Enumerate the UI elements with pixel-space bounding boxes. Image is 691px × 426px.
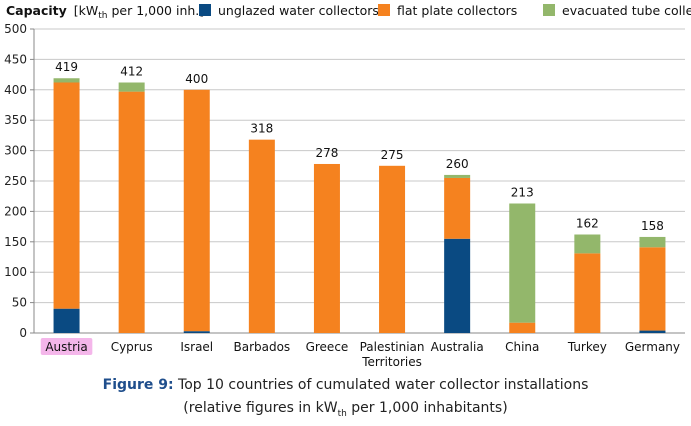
category-label: Palestinian Territories bbox=[360, 340, 425, 369]
y-axis-label-bold: Capacity bbox=[6, 3, 67, 18]
category-label: Austria bbox=[45, 340, 87, 354]
y-axis-label-unit-post: per 1,000 inh.] bbox=[108, 3, 205, 18]
y-tick-label: 150 bbox=[4, 235, 27, 249]
bar-segment bbox=[444, 177, 471, 239]
y-tick-label: 500 bbox=[4, 22, 27, 36]
bar-segment bbox=[509, 322, 536, 333]
category-labels: Austria Cyprus Israel Barbados Greece Palesti… bbox=[40, 338, 680, 369]
bar-segment bbox=[639, 247, 666, 331]
bar-segment bbox=[183, 331, 210, 333]
bar-segment bbox=[444, 174, 471, 178]
bar-segment bbox=[574, 234, 601, 254]
y-tick-label: 450 bbox=[4, 52, 27, 66]
bar-segment bbox=[118, 91, 145, 334]
bar-segment bbox=[118, 82, 145, 92]
y-tick-label: 400 bbox=[4, 83, 27, 97]
total-label: 419 bbox=[55, 60, 78, 74]
total-label: 400 bbox=[185, 72, 208, 86]
legend-swatch-1 bbox=[378, 4, 390, 16]
category-label: Germany bbox=[625, 340, 680, 354]
figure-caption-line2: (relative figures in kWth per 1,000 inha… bbox=[0, 400, 691, 419]
category-label: Greece bbox=[306, 340, 349, 354]
stacked-bar-chart: Capacity [kWth per 1,000 inh.] unglazed … bbox=[4, 3, 691, 369]
legend-swatch-0 bbox=[199, 4, 211, 16]
figure-label: Figure 9: bbox=[102, 377, 174, 393]
category-label: Cyprus bbox=[111, 340, 153, 354]
caption-line2-sub: th bbox=[337, 408, 347, 419]
y-axis-label: Capacity [kWth per 1,000 inh.] bbox=[6, 3, 204, 21]
category-label: Israel bbox=[180, 340, 213, 354]
y-tick-label: 200 bbox=[4, 204, 27, 218]
bar-segment bbox=[574, 253, 601, 333]
y-axis-label-unit-pre: [kW bbox=[74, 3, 98, 18]
bar-segment bbox=[248, 139, 275, 333]
bar-segment bbox=[53, 82, 80, 309]
y-tick-label: 250 bbox=[4, 174, 27, 188]
figure-caption-line1: Figure 9: Top 10 countries of cumulated … bbox=[0, 377, 691, 393]
bar-segment bbox=[444, 238, 471, 333]
bar-segment bbox=[639, 330, 666, 333]
total-label: 412 bbox=[120, 65, 143, 79]
bar-segment bbox=[313, 163, 340, 333]
y-tick-label: 100 bbox=[4, 265, 27, 279]
total-label: 275 bbox=[381, 148, 404, 162]
chart-legend: Capacity [kWth per 1,000 inh.] unglazed … bbox=[6, 3, 691, 21]
legend-label-0: unglazed water collectors bbox=[218, 3, 379, 18]
bar-segment bbox=[509, 203, 536, 323]
bar-segment bbox=[183, 89, 210, 332]
legend-swatch-2 bbox=[543, 4, 555, 16]
legend-label-2: evacuated tube collectors bbox=[562, 3, 691, 18]
category-label: Australia bbox=[431, 340, 484, 354]
y-tick-label: 350 bbox=[4, 113, 27, 127]
category-label: China bbox=[505, 340, 539, 354]
bar-segment bbox=[53, 78, 80, 83]
caption-line2-pre: (relative figures in kW bbox=[183, 400, 338, 416]
total-label: 158 bbox=[641, 219, 664, 233]
bars bbox=[53, 78, 666, 334]
y-tick-label: 50 bbox=[12, 296, 27, 310]
category-label: Barbados bbox=[233, 340, 290, 354]
bar-segment bbox=[53, 308, 80, 333]
category-label: Turkey bbox=[567, 340, 607, 354]
total-labels: 419 412 400 318 278 275 260 213 162 158 bbox=[55, 60, 664, 233]
category-highlight bbox=[40, 338, 93, 355]
bar-segment bbox=[379, 165, 406, 333]
total-label: 318 bbox=[250, 122, 273, 136]
total-label: 260 bbox=[446, 157, 469, 171]
total-label: 278 bbox=[315, 146, 338, 160]
y-axis-label-unit-sub: th bbox=[98, 11, 107, 21]
y-tick-label: 300 bbox=[4, 144, 27, 158]
caption-line2-post: per 1,000 inhabitants) bbox=[346, 400, 508, 416]
bar-segment bbox=[639, 236, 666, 248]
total-label: 162 bbox=[576, 217, 599, 231]
y-tick-label: 0 bbox=[19, 326, 27, 340]
legend-label-1: flat plate collectors bbox=[397, 3, 517, 18]
total-label: 213 bbox=[511, 185, 534, 199]
caption-line1: Top 10 countries of cumulated water coll… bbox=[173, 377, 589, 393]
y-tick-labels: 0 50 100 150 200 250 300 350 400 450 500 bbox=[4, 22, 27, 340]
